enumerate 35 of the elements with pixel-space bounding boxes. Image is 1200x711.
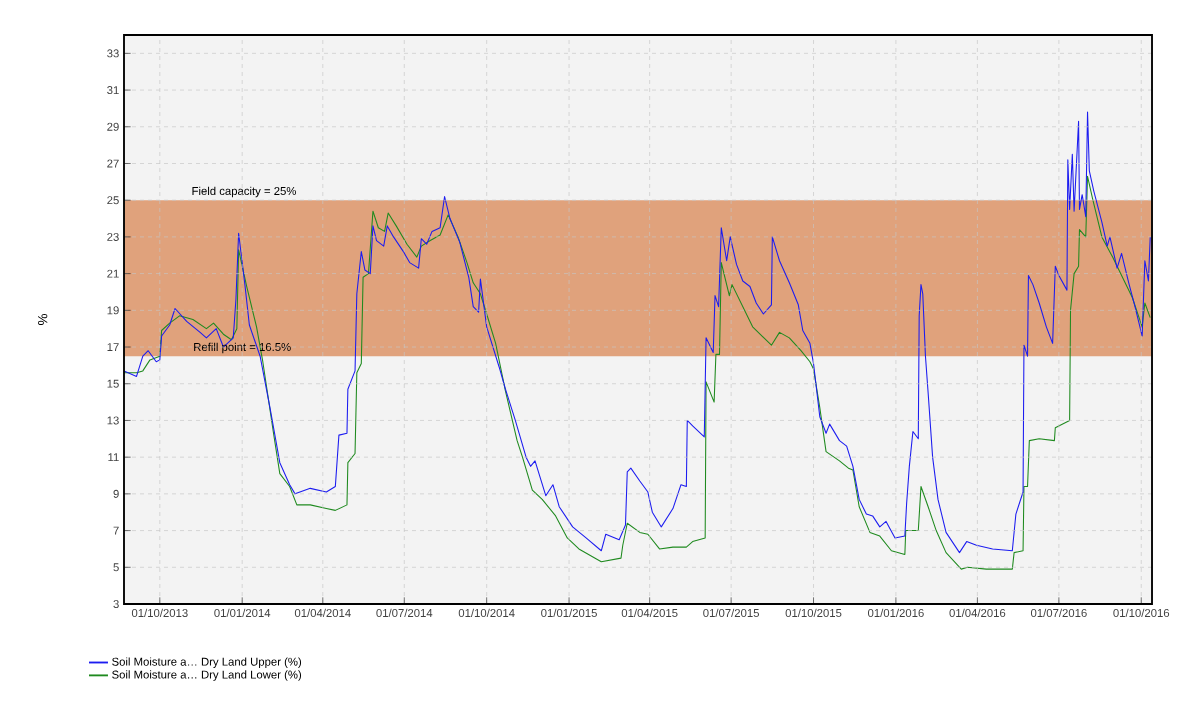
- line-series: [124, 111, 1151, 554]
- y-tick-label: 31: [107, 86, 119, 95]
- annotation: Field capacity = 25%: [192, 186, 297, 198]
- annotation: Refill point = 16.5%: [194, 342, 291, 354]
- x-tick-label: 01/04/2016: [949, 608, 1006, 618]
- y-tick-label: 23: [107, 232, 119, 241]
- x-tick-label: 01/04/2015: [621, 608, 678, 618]
- y-tick-label: 19: [107, 306, 119, 315]
- y-tick-label: 3: [113, 600, 119, 609]
- y-tick-label: 13: [107, 416, 119, 425]
- x-tick-label: 01/07/2015: [703, 608, 760, 618]
- y-tick-label: 5: [113, 563, 119, 572]
- y-tick-label: 25: [107, 196, 119, 205]
- y-tick-label: 27: [107, 159, 119, 168]
- x-tick-label: 01/07/2016: [1030, 608, 1087, 618]
- y-tick-label: 15: [107, 379, 119, 388]
- y-tick-label: 29: [107, 122, 119, 131]
- y-tick-label: 11: [108, 453, 119, 462]
- x-tick-label: 01/10/2013: [131, 608, 188, 618]
- x-tick-label: 01/01/2014: [214, 608, 271, 618]
- legend-label: Soil Moisture a… Dry Land Lower (%): [112, 670, 302, 681]
- x-tick-label: 01/10/2014: [458, 608, 515, 618]
- y-tick-label: 33: [107, 49, 119, 58]
- y-tick-label: 7: [113, 526, 119, 535]
- legend-label: Soil Moisture a… Dry Land Upper (%): [112, 657, 302, 668]
- y-tick-label: 17: [107, 343, 119, 351]
- y-axis-title: %: [37, 314, 48, 325]
- x-tick-label: 01/04/2014: [294, 608, 351, 618]
- y-tick-label: 21: [107, 269, 119, 278]
- x-tick-label: 01/01/2015: [541, 608, 597, 618]
- x-tick-label: 01/10/2015: [785, 608, 842, 618]
- x-tick-label: 01/07/2014: [376, 608, 433, 618]
- y-tick-label: 9: [113, 489, 119, 498]
- x-tick-label: 01/10/2016: [1113, 608, 1170, 618]
- x-tick-label: 01/01/2016: [867, 608, 924, 618]
